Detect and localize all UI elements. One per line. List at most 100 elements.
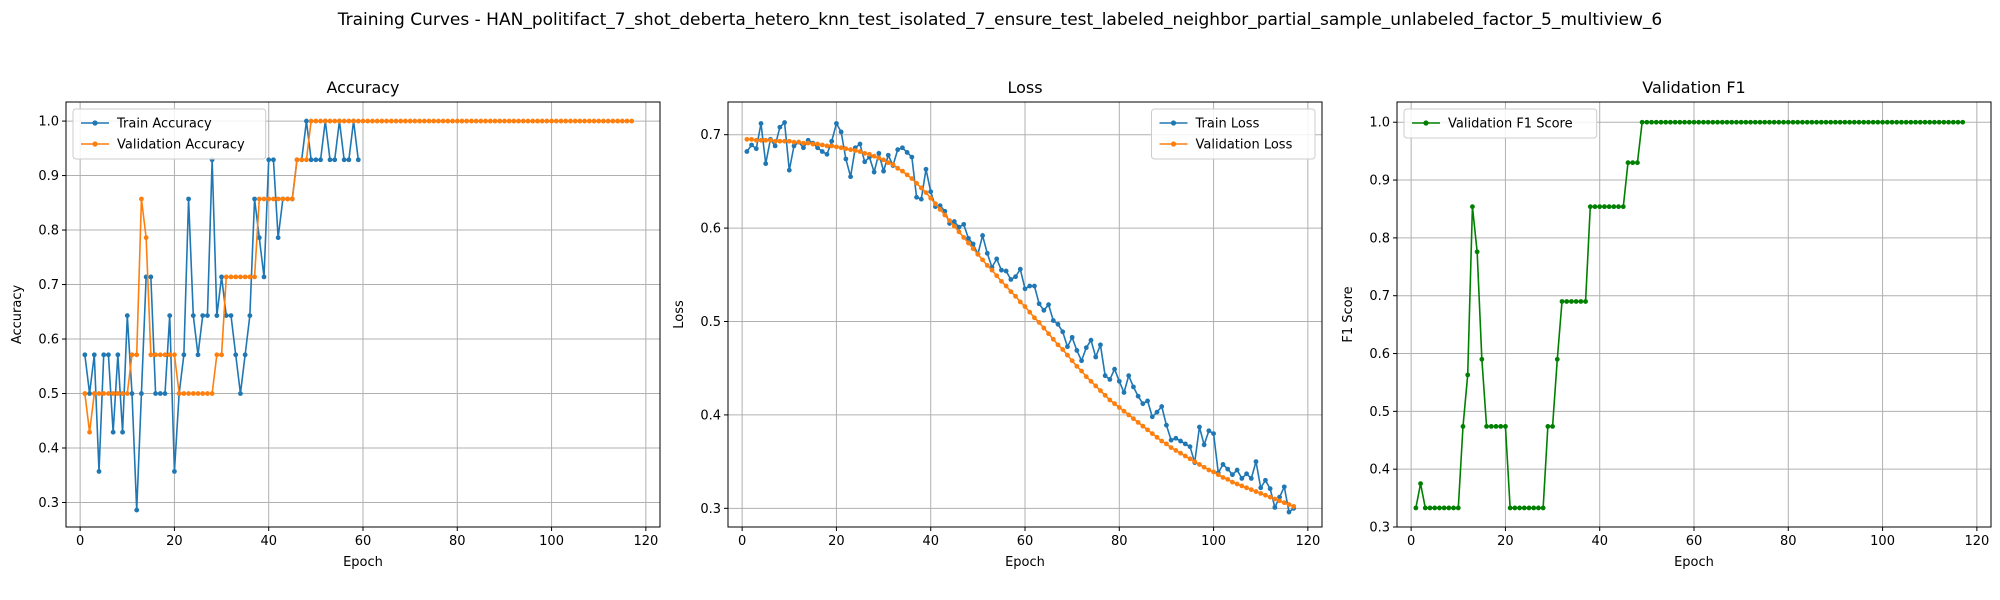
x-tick-label: 20: [828, 534, 845, 549]
data-point: [1036, 301, 1042, 307]
data-point: [582, 118, 587, 124]
data-point: [1017, 299, 1023, 305]
data-point: [961, 235, 967, 240]
data-point: [1060, 329, 1066, 335]
data-point: [601, 118, 606, 124]
data-point: [1639, 119, 1645, 125]
data-point: [1611, 204, 1617, 210]
data-point: [162, 391, 168, 396]
legend-label: Validation F1 Score: [1448, 117, 1573, 132]
data-point: [101, 391, 107, 396]
data-point: [1107, 397, 1113, 403]
data-point: [895, 165, 901, 171]
data-point: [1263, 492, 1268, 498]
data-point: [1517, 505, 1522, 511]
data-point: [815, 141, 820, 147]
data-point: [857, 141, 863, 147]
data-point: [1182, 441, 1188, 447]
data-point: [801, 140, 806, 146]
data-point: [1705, 119, 1711, 125]
data-point: [275, 235, 281, 241]
data-point: [1696, 119, 1702, 125]
data-point: [1046, 302, 1051, 308]
data-point: [848, 147, 853, 153]
y-axis-label: F1 Score: [1341, 286, 1356, 342]
data-point: [120, 391, 125, 396]
data-point: [1027, 309, 1033, 315]
data-point: [763, 137, 769, 143]
data-point: [843, 156, 849, 162]
y-tick-label: 1.0: [1369, 116, 1390, 131]
data-point: [464, 118, 470, 124]
data-point: [834, 121, 839, 126]
data-point: [1903, 119, 1909, 125]
data-point: [1526, 505, 1532, 511]
data-point: [980, 257, 985, 263]
data-point: [417, 118, 422, 124]
data-point: [1950, 119, 1956, 125]
data-point: [1936, 119, 1942, 125]
y-tick-label: 0.7: [38, 278, 59, 293]
data-point: [1230, 472, 1235, 478]
data-point: [1197, 424, 1202, 430]
data-point: [365, 118, 371, 124]
data-point: [810, 141, 816, 147]
data-point: [1955, 119, 1961, 125]
data-point: [1701, 119, 1706, 125]
data-point: [1093, 383, 1099, 389]
series-line-2: [746, 138, 1295, 508]
legend: Train Loss Validation Loss: [1151, 108, 1316, 160]
data-point: [106, 352, 111, 358]
data-point: [91, 391, 97, 396]
data-point: [214, 313, 220, 318]
data-point: [1121, 390, 1127, 395]
data-point: [1230, 479, 1235, 485]
data-point: [247, 274, 253, 280]
data-point: [970, 246, 976, 252]
series-line-2: [84, 120, 632, 433]
data-point: [1116, 378, 1122, 384]
data-point: [838, 129, 844, 135]
x-tick-label: 80: [449, 534, 466, 549]
data-point: [1866, 119, 1871, 125]
data-point: [1644, 119, 1650, 125]
data-point: [1889, 119, 1895, 125]
x-axis-label: Epoch: [1005, 555, 1045, 570]
data-point: [1856, 119, 1862, 125]
y-tick-label: 0.5: [700, 315, 721, 330]
data-point: [1479, 356, 1485, 362]
data-point: [999, 267, 1004, 273]
data-point: [242, 274, 248, 280]
data-point: [1474, 249, 1480, 255]
data-point: [961, 221, 967, 227]
data-point: [1668, 119, 1673, 125]
data-point: [261, 274, 267, 280]
data-point: [115, 391, 121, 396]
data-point: [1757, 119, 1763, 125]
data-point: [1027, 283, 1033, 289]
data-point: [1823, 119, 1829, 125]
data-point: [332, 118, 338, 124]
data-point: [1272, 504, 1278, 510]
data-point: [1413, 505, 1419, 511]
x-tick-label: 80: [1111, 534, 1128, 549]
data-point: [1286, 509, 1292, 515]
data-point: [1211, 431, 1216, 436]
data-point: [1135, 393, 1141, 399]
data-point: [1154, 409, 1160, 415]
data-point: [786, 167, 792, 173]
data-point: [1507, 505, 1513, 511]
data-point: [1206, 428, 1212, 434]
x-tick-label: 40: [922, 534, 939, 549]
legend-swatch-marker: [92, 141, 98, 147]
data-point: [1003, 268, 1009, 274]
data-point: [1795, 119, 1801, 125]
y-tick-label: 0.4: [700, 408, 721, 423]
data-point: [1178, 438, 1183, 444]
data-point: [749, 136, 754, 142]
data-point: [91, 352, 97, 358]
data-point: [143, 235, 149, 241]
data-point: [223, 313, 229, 318]
data-point: [881, 168, 886, 174]
